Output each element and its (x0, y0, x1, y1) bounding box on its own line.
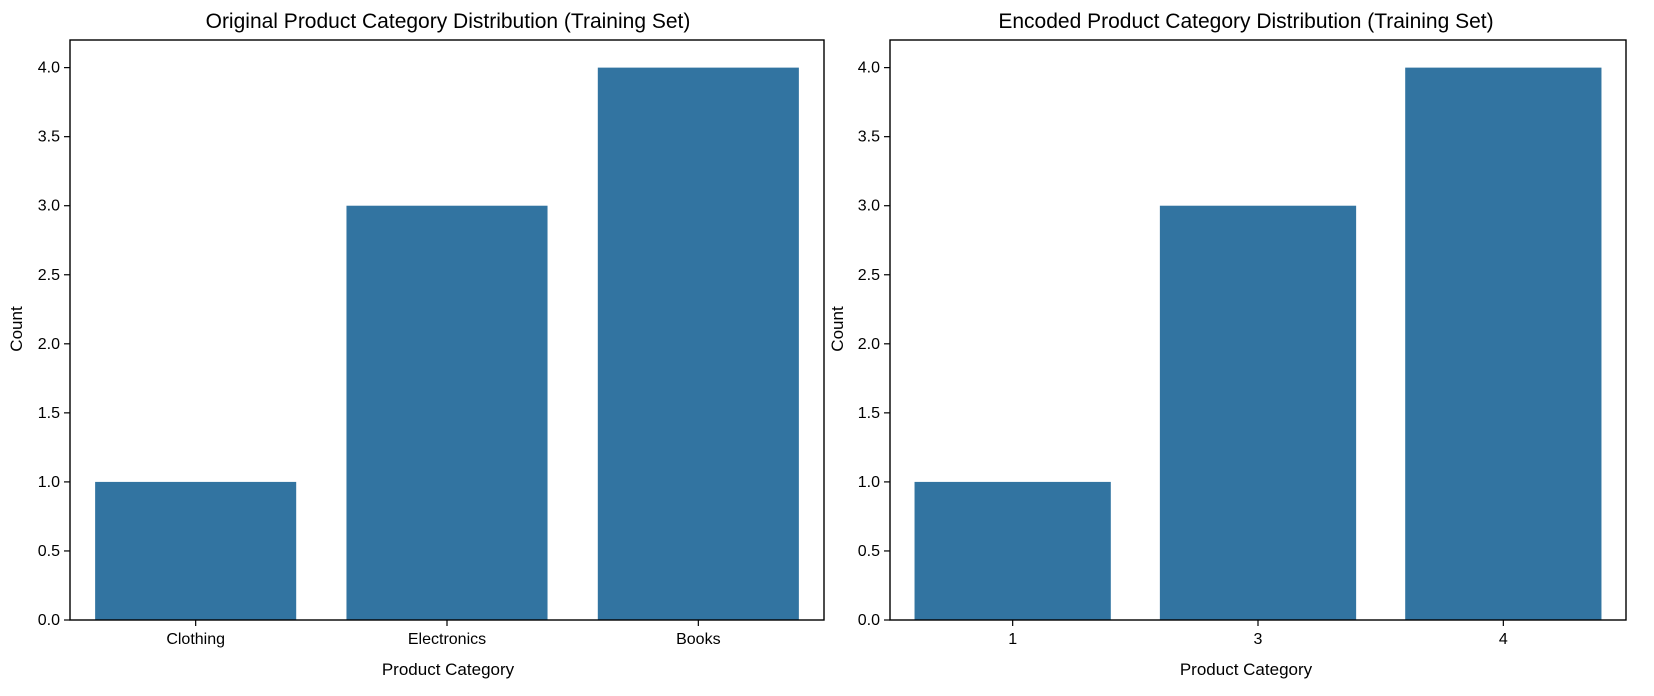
y-tick-label: 2.5 (858, 267, 880, 284)
x-tick-label: Electronics (408, 631, 486, 648)
bars (95, 67, 799, 621)
bar-books (597, 67, 799, 621)
y-tick-label: 3.5 (858, 129, 880, 146)
chart-title: Original Product Category Distribution (… (206, 10, 691, 33)
x-tick-label: Books (676, 631, 720, 648)
y-tick-label: 4.0 (38, 60, 60, 77)
y-ticks: 0.0 0.5 1.0 1.5 2.0 2.5 3.0 3.5 4.0 (38, 60, 70, 629)
y-tick-label: 4.0 (858, 60, 880, 77)
chart-original-distribution: Original Product Category Distribution (… (7, 10, 825, 679)
x-ticks: 1 3 4 (1008, 620, 1508, 648)
y-tick-label: 0.0 (858, 612, 880, 629)
y-tick-label: 0.5 (858, 543, 880, 560)
y-tick-label: 1.5 (858, 405, 880, 422)
bar-3 (1159, 205, 1357, 620)
y-axis-label: Count (828, 306, 847, 352)
plot-frame (889, 39, 1627, 621)
x-axis-label: Product Category (382, 660, 515, 679)
x-tick-label: 4 (1499, 631, 1508, 648)
y-tick-label: 0.0 (38, 612, 60, 629)
x-tick-label: 1 (1008, 631, 1017, 648)
x-tick-label: 3 (1254, 631, 1263, 648)
bars (914, 67, 1602, 621)
y-tick-label: 1.0 (858, 474, 880, 491)
y-ticks: 0.0 0.5 1.0 1.5 2.0 2.5 3.0 3.5 4.0 (858, 60, 890, 629)
chart-encoded-distribution: Encoded Product Category Distribution (T… (828, 10, 1627, 679)
y-tick-label: 2.0 (858, 336, 880, 353)
plot-frame (69, 39, 825, 621)
x-ticks: Clothing Electronics Books (166, 620, 721, 648)
y-axis-label: Count (7, 306, 26, 352)
y-tick-label: 2.0 (38, 336, 60, 353)
x-axis-label: Product Category (1180, 660, 1313, 679)
x-tick-label: Clothing (166, 631, 225, 648)
y-tick-label: 1.0 (38, 474, 60, 491)
bar-electronics (346, 205, 548, 620)
y-tick-label: 3.0 (38, 198, 60, 215)
y-tick-label: 2.5 (38, 267, 60, 284)
bar-1 (914, 481, 1111, 620)
chart-title: Encoded Product Category Distribution (T… (998, 10, 1493, 33)
y-tick-label: 3.0 (858, 198, 880, 215)
y-tick-label: 0.5 (38, 543, 60, 560)
y-tick-label: 3.5 (38, 129, 60, 146)
bar-4 (1405, 67, 1602, 621)
y-tick-label: 1.5 (38, 405, 60, 422)
bar-clothing (95, 481, 297, 620)
